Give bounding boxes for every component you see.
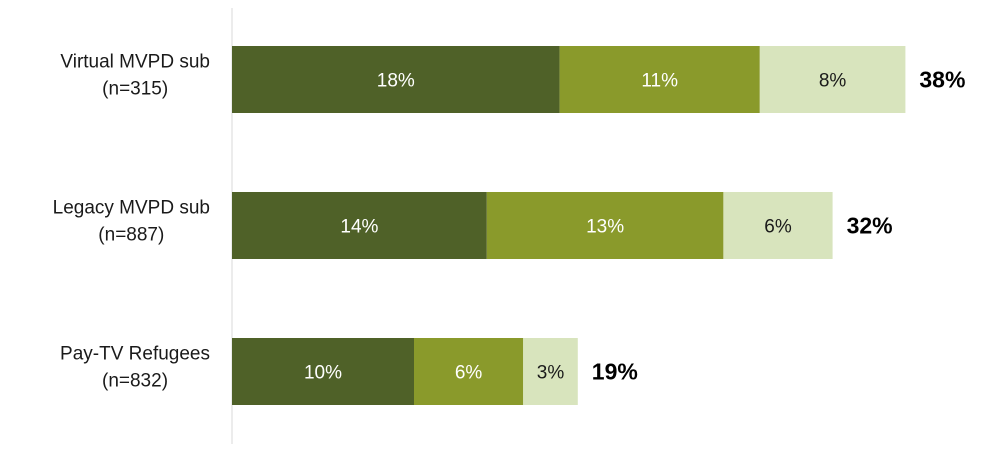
category-name: Virtual MVPD sub [60,52,210,73]
segment-value-label: 3% [537,363,565,384]
category-name: Pay-TV Refugees [60,344,210,365]
segment-value-label: 10% [304,363,342,384]
category-label: Legacy MVPD sub (n=887) [53,198,210,246]
bars-group: Virtual MVPD sub (n=315) 18% 11% 8% 38% Legacy… [53,46,965,405]
category-sample-size: (n=887) [98,225,164,246]
bar-segment [232,192,487,259]
bar-segment [759,46,906,113]
bar-total-label: 38% [919,67,965,93]
bar-total-label: 32% [847,213,893,239]
segment-value-label: 11% [641,71,678,92]
segment-value-label: 6% [764,217,792,238]
category-label: Pay-TV Refugees (n=832) [60,344,210,392]
bar-total-label: 19% [592,359,638,385]
bar-segment [414,338,524,405]
bar-segment [232,46,560,113]
bar-segment [523,338,578,405]
bar-segment [486,192,724,259]
segment-value-label: 8% [819,71,847,92]
category-label: Virtual MVPD sub (n=315) [60,52,210,100]
segment-value-label: 6% [455,363,483,384]
segment-value-label: 14% [340,217,378,238]
category-sample-size: (n=832) [102,371,168,392]
category-name: Legacy MVPD sub [53,198,210,219]
bar-segment [559,46,760,113]
bar-segment [723,192,833,259]
category-sample-size: (n=315) [102,79,168,100]
bar-segment [232,338,414,405]
segment-value-label: 18% [377,71,415,92]
segment-value-label: 13% [586,217,624,238]
